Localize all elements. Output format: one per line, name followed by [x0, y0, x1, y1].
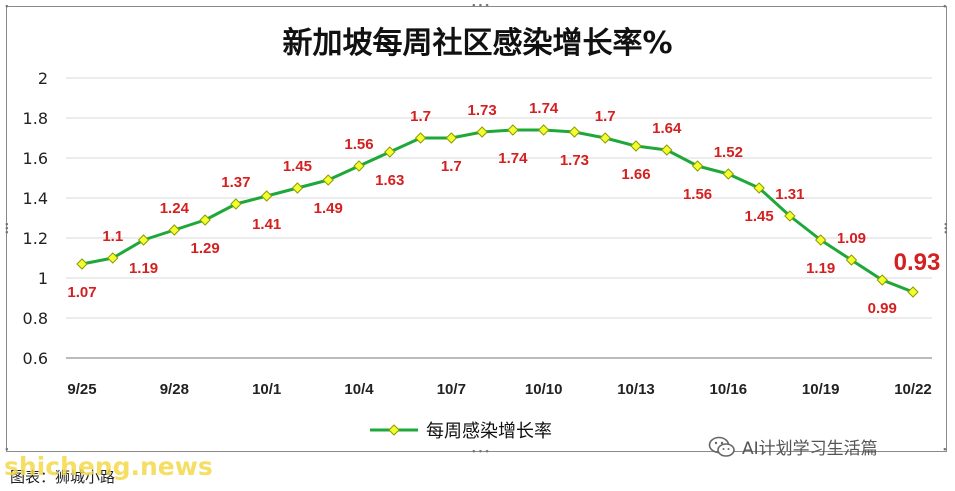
resize-handle-right[interactable]: ∙ ∙ ∙	[943, 220, 950, 238]
data-label: 1.37	[221, 174, 250, 191]
data-label: 1.73	[560, 152, 589, 169]
data-label: 0.99	[868, 300, 897, 317]
data-label: 1.7	[410, 108, 431, 125]
data-label: 1.74	[529, 100, 559, 117]
data-label: 1.52	[714, 144, 743, 161]
data-point-marker	[568, 126, 581, 138]
x-tick-label: 10/13	[617, 381, 655, 398]
data-label: 1.07	[67, 284, 96, 301]
data-point-marker	[876, 274, 888, 286]
data-point-marker	[630, 140, 642, 152]
x-tick-label: 10/22	[894, 381, 932, 398]
data-point-marker	[384, 146, 396, 158]
data-label: 1.09	[837, 230, 866, 247]
data-point-marker	[907, 286, 919, 298]
data-point-marker	[230, 198, 242, 210]
data-point-marker	[507, 124, 519, 136]
data-point-marker	[599, 132, 611, 144]
data-point-marker	[107, 252, 119, 264]
x-tick-label: 10/1	[252, 381, 281, 398]
chart-title: 新加坡每周社区感染增长率%	[282, 26, 673, 61]
data-label: 1.7	[595, 108, 616, 125]
watermark-text: AI计划学习生活篇	[742, 439, 878, 459]
data-label: 1.1	[102, 228, 123, 245]
data-point-marker	[722, 168, 735, 180]
y-tick-label: 1	[38, 269, 48, 288]
data-point-marker	[199, 214, 211, 226]
data-label: 1.56	[683, 186, 712, 203]
data-point-marker	[260, 190, 273, 202]
y-tick-label: 0.8	[23, 309, 48, 328]
y-tick-label: 1.6	[23, 149, 48, 168]
data-point-marker	[291, 182, 304, 194]
resize-handle-bottom-left[interactable]: ∙	[4, 445, 11, 455]
data-label: 1.56	[344, 136, 373, 153]
legend: 每周感染增长率	[370, 418, 552, 442]
data-label: 1.7	[441, 158, 462, 175]
data-point-marker	[168, 224, 181, 236]
resize-handle-top-right[interactable]: ∙	[942, 2, 949, 12]
data-label: 1.45	[283, 158, 312, 175]
x-tick-label: 10/19	[802, 381, 840, 398]
data-point-marker	[445, 132, 458, 144]
data-label: 1.45	[745, 208, 774, 225]
series-line	[81, 128, 914, 294]
legend-label: 每周感染增长率	[426, 421, 552, 442]
data-point-marker	[353, 160, 365, 172]
data-point-marker	[76, 258, 88, 270]
data-label: 1.74	[498, 150, 528, 167]
x-tick-label: 10/7	[437, 381, 466, 398]
data-label: 1.73	[468, 102, 497, 119]
data-label: 1.49	[314, 200, 343, 217]
resize-handle-left[interactable]: ∙ ∙ ∙	[4, 220, 11, 238]
resize-handle-bottom[interactable]: ∙∙∙	[471, 447, 491, 457]
resize-handle-bottom-right[interactable]: ∙	[942, 445, 949, 455]
data-label: 0.93	[894, 249, 941, 276]
data-label: 1.63	[375, 172, 404, 189]
wechat-watermark: AI计划学习生活篇	[708, 434, 878, 459]
data-point-marker	[753, 182, 765, 194]
data-label: 1.66	[621, 166, 650, 183]
chart-frame: ∙∙∙ ∙∙∙ ∙ ∙ ∙ ∙ ∙ ∙ ∙ ∙ ∙ ∙	[4, 1, 950, 457]
y-tick-label: 1.8	[23, 109, 48, 128]
x-tick-label: 9/25	[67, 381, 96, 398]
data-point-marker	[322, 174, 334, 186]
site-watermark: shicheng.news	[4, 452, 213, 481]
y-tick-label: 1.4	[23, 189, 48, 208]
data-point-marker	[137, 234, 150, 246]
data-label: 1.64	[652, 120, 682, 137]
data-point-marker	[814, 234, 827, 246]
data-label: 1.24	[160, 200, 190, 217]
source-label: 图表：狮城小路	[10, 468, 116, 486]
data-label: 1.41	[252, 216, 281, 233]
data-label: 1.31	[775, 186, 804, 203]
y-tick-label: 1.2	[23, 229, 48, 248]
x-tick-label: 9/28	[160, 381, 189, 398]
data-label: 1.19	[129, 260, 158, 277]
data-point-marker	[476, 126, 488, 138]
y-tick-label: 2	[38, 69, 48, 88]
data-point-marker	[661, 144, 673, 156]
x-tick-label: 10/16	[710, 381, 748, 398]
resize-handle-top-left[interactable]: ∙	[4, 2, 11, 12]
data-point-marker	[414, 132, 427, 144]
x-tick-label: 10/10	[525, 381, 563, 398]
data-point-marker	[845, 254, 858, 266]
y-tick-label: 0.6	[23, 349, 48, 368]
legend-line-marker-icon	[370, 424, 418, 436]
wechat-icon	[708, 436, 735, 457]
data-point-marker	[784, 210, 796, 222]
data-label: 1.19	[806, 260, 835, 277]
resize-handle-top[interactable]: ∙∙∙	[471, 1, 491, 11]
data-point-marker	[537, 124, 550, 136]
x-tick-label: 10/4	[344, 381, 374, 398]
data-point-marker	[691, 160, 704, 172]
data-label: 1.29	[191, 240, 220, 257]
